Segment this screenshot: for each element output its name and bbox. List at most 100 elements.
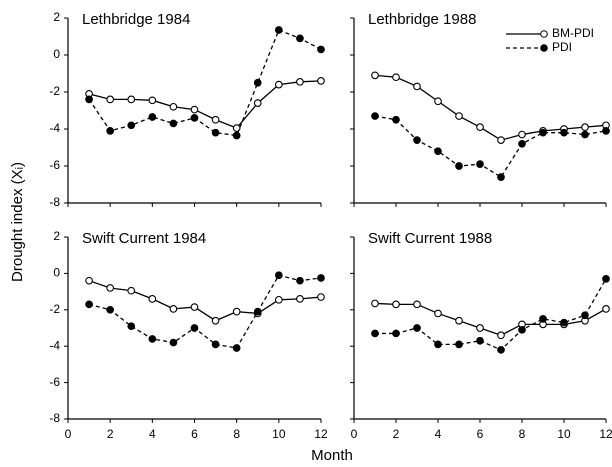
series-line <box>374 115 607 178</box>
panel-title: Swift Current 1988 <box>368 230 492 247</box>
point <box>317 77 325 85</box>
panel-title: Lethbridge 1988 <box>368 11 476 28</box>
point <box>455 340 463 349</box>
point <box>602 305 610 313</box>
point <box>169 102 178 111</box>
point <box>434 309 442 318</box>
point <box>127 322 136 331</box>
x-tick-label: 2 <box>393 427 400 441</box>
point <box>106 284 115 292</box>
point <box>211 115 220 124</box>
series-line <box>88 80 322 129</box>
point <box>127 121 136 130</box>
series-line <box>374 74 607 141</box>
point <box>296 77 304 86</box>
point <box>581 130 589 139</box>
y-tick-label: -8 <box>49 411 60 425</box>
point <box>85 300 93 309</box>
point <box>317 293 325 301</box>
point <box>371 112 379 120</box>
point <box>413 300 421 309</box>
point <box>317 45 325 54</box>
point <box>581 123 589 131</box>
point <box>85 95 93 104</box>
panel-title: Swift Current 1984 <box>82 230 206 247</box>
point <box>190 105 199 114</box>
legend-marker <box>540 30 548 38</box>
point <box>106 127 115 135</box>
point <box>317 274 325 282</box>
legend-marker <box>540 44 548 52</box>
point <box>211 316 220 325</box>
point <box>127 95 136 104</box>
point <box>190 303 199 311</box>
point <box>274 80 283 89</box>
x-tick-label: 4 <box>149 427 156 441</box>
point <box>169 338 178 347</box>
y-tick-label: 0 <box>53 266 60 280</box>
point <box>476 123 484 131</box>
point <box>476 336 484 345</box>
point <box>392 73 400 82</box>
point <box>392 329 400 338</box>
y-tick-label: -4 <box>49 338 60 352</box>
point <box>581 311 589 320</box>
panel-title: Lethbridge 1984 <box>82 11 190 28</box>
point <box>253 78 262 87</box>
x-tick-label: 8 <box>519 427 526 441</box>
y-tick-label: -6 <box>49 158 60 172</box>
point <box>497 136 505 144</box>
y-tick-label: -2 <box>49 84 60 98</box>
point <box>85 276 93 285</box>
x-tick-label: 10 <box>272 427 286 441</box>
point <box>232 307 241 316</box>
point <box>232 344 241 352</box>
point <box>518 130 526 139</box>
point <box>602 275 610 283</box>
point <box>211 340 220 349</box>
point <box>211 128 220 137</box>
point <box>296 276 304 285</box>
point <box>274 295 283 304</box>
series-line <box>88 29 322 137</box>
point <box>518 139 526 148</box>
point <box>253 99 262 107</box>
point <box>253 307 262 316</box>
point <box>127 286 136 295</box>
point <box>413 82 421 91</box>
point <box>392 300 400 309</box>
point <box>497 173 505 181</box>
y-tick-label: 2 <box>53 229 60 243</box>
point <box>190 114 199 122</box>
point <box>296 295 304 303</box>
x-tick-label: 10 <box>557 427 571 441</box>
point <box>169 305 178 313</box>
point <box>274 271 283 280</box>
point <box>518 325 526 334</box>
point <box>296 34 304 43</box>
y-tick-label: -2 <box>49 302 60 316</box>
point <box>392 115 400 124</box>
point <box>539 315 547 323</box>
point <box>148 335 157 343</box>
x-tick-label: 6 <box>191 427 198 441</box>
y-tick-label: -4 <box>49 121 60 135</box>
point <box>476 160 484 168</box>
point <box>232 131 241 140</box>
point <box>106 305 115 314</box>
point <box>413 324 421 332</box>
point <box>602 127 610 135</box>
point <box>455 112 463 120</box>
point <box>434 147 442 156</box>
point <box>190 324 199 332</box>
legend-label: BM-PDI <box>552 26 594 40</box>
y-tick-label: 0 <box>53 47 60 61</box>
point <box>106 95 115 104</box>
y-axis-label: Drought index (Xᵢ) <box>9 162 26 282</box>
x-tick-label: 4 <box>435 427 442 441</box>
series-line <box>375 278 607 351</box>
point <box>455 316 463 325</box>
x-tick-label: 12 <box>599 427 612 441</box>
point <box>455 162 463 170</box>
point <box>148 113 157 121</box>
